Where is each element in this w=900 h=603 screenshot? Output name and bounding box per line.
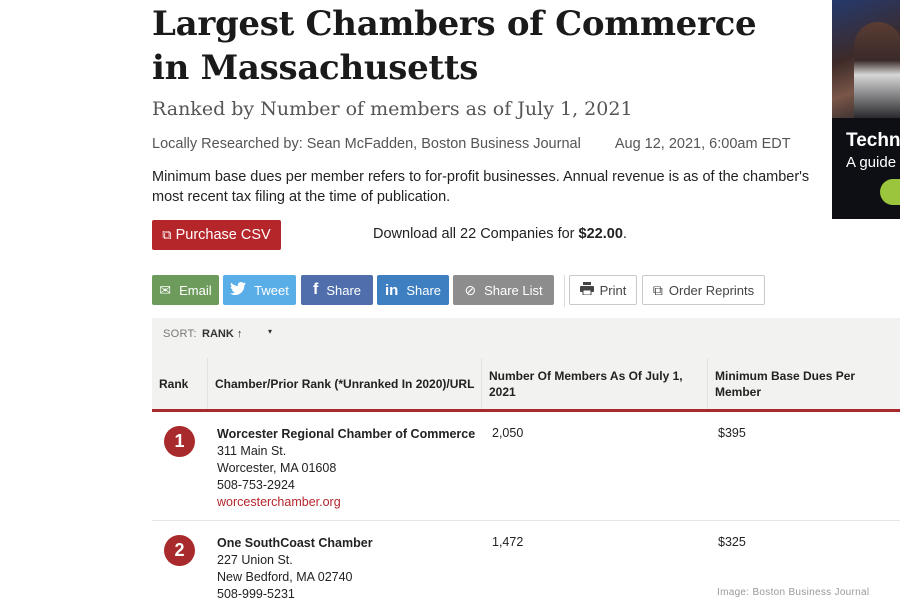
chamber-city: Worcester, MA 01608	[217, 461, 337, 475]
envelope-icon: ✉	[159, 281, 172, 298]
sort-select[interactable]: RANK ↑	[202, 328, 243, 340]
email-share-button[interactable]: ✉ Email	[152, 275, 219, 305]
ad-title: Techn	[846, 130, 900, 151]
dues-cell: $395	[718, 426, 746, 440]
column-header-members[interactable]: Number Of Members As Of July 1, 2021	[481, 358, 707, 409]
purchase-csv-button[interactable]: ⧉ Purchase CSV	[152, 220, 281, 250]
ad-cta-button[interactable]	[880, 179, 900, 205]
purchase-csv-label: Purchase CSV	[175, 227, 271, 243]
dues-cell: $325	[718, 535, 746, 549]
linkedin-share-label: Share	[406, 282, 442, 298]
chamber-street: 311 Main St.	[217, 444, 287, 458]
copy-icon: ⧉	[652, 281, 663, 298]
link-icon: ⊘	[464, 281, 477, 298]
byline-author: Locally Researched by: Sean McFadden, Bo…	[152, 136, 581, 152]
chamber-phone: 508-999-5231	[217, 587, 295, 601]
members-cell: 1,472	[492, 535, 524, 549]
download-offer: Download all 22 Companies for $22.00.	[373, 226, 627, 242]
sort-label: SORT:	[163, 328, 197, 340]
email-label: Email	[179, 282, 212, 298]
byline-date: Aug 12, 2021, 6:00am EDT	[614, 136, 791, 152]
chamber-city: New Bedford, MA 02740	[217, 570, 353, 584]
table-row: 1 Worcester Regional Chamber of Commerce…	[152, 412, 900, 521]
image-credit: Image: Boston Business Journal	[717, 587, 870, 598]
column-header-dues[interactable]: Minimum Base Dues Per Member	[707, 358, 900, 409]
order-reprints-label: Order Reprints	[668, 282, 755, 298]
chamber-url-link[interactable]: worcesterchamber.org	[217, 495, 341, 509]
download-price-suffix: .	[622, 226, 627, 242]
chamber-cell: Worcester Regional Chamber of Commerce 3…	[217, 426, 475, 511]
order-reprints-button[interactable]: ⧉ Order Reprints	[642, 275, 765, 305]
toolbar-divider	[564, 275, 565, 307]
linkedin-share-button[interactable]: in Share	[377, 275, 449, 305]
chamber-phone: 508-753-2924	[217, 478, 295, 492]
chevron-down-icon[interactable]: ▾	[268, 327, 273, 336]
advertisement[interactable]: Techn A guide	[832, 0, 900, 219]
column-header-chamber[interactable]: Chamber/Prior Rank (*Unranked In 2020)/U…	[207, 358, 481, 409]
facebook-share-button[interactable]: f Share	[301, 275, 373, 305]
sort-bar: SORT: RANK ↑ ▾	[152, 318, 900, 358]
rank-badge: 1	[164, 426, 195, 457]
table-header: Rank Chamber/Prior Rank (*Unranked In 20…	[152, 358, 900, 412]
table-row: 2 One SouthCoast Chamber 227 Union St. N…	[152, 521, 900, 603]
page-subtitle: Ranked by Number of members as of July 1…	[152, 98, 633, 120]
copy-icon: ⧉	[162, 227, 172, 242]
chamber-name[interactable]: One SouthCoast Chamber	[217, 536, 373, 550]
print-button[interactable]: Print	[569, 275, 637, 305]
print-label: Print	[599, 282, 627, 298]
chamber-name[interactable]: Worcester Regional Chamber of Commerce	[217, 427, 476, 441]
share-list-button[interactable]: ⊘ Share List	[453, 275, 554, 305]
chamber-street: 227 Union St.	[217, 553, 293, 567]
download-price: $22.00	[578, 226, 623, 242]
printer-icon	[579, 282, 594, 298]
members-cell: 2,050	[492, 426, 524, 440]
ad-subtitle: A guide	[846, 154, 897, 171]
linkedin-icon: in	[384, 281, 399, 299]
rank-badge: 2	[164, 535, 195, 566]
share-list-label: Share List	[484, 282, 543, 298]
byline: Locally Researched by: Sean McFadden, Bo…	[152, 136, 791, 152]
twitter-icon	[230, 282, 247, 298]
page-title: Largest Chambers of Commerce in Massachu…	[152, 4, 757, 88]
chamber-cell: One SouthCoast Chamber 227 Union St. New…	[217, 535, 373, 603]
tweet-button[interactable]: Tweet	[223, 275, 296, 305]
facebook-share-label: Share	[326, 282, 362, 298]
download-text: Download all 22 Companies for	[373, 226, 575, 242]
tweet-label: Tweet	[254, 282, 289, 298]
column-header-rank[interactable]: Rank	[159, 376, 189, 391]
list-description: Minimum base dues per member refers to f…	[152, 169, 810, 205]
facebook-icon: f	[312, 281, 319, 298]
ad-person-image	[854, 22, 900, 118]
